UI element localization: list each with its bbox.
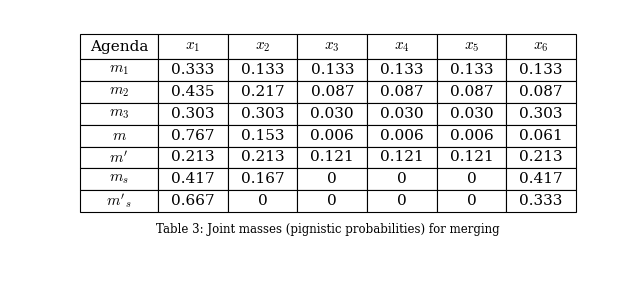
Text: Table 3: Joint masses (pignistic probabilities) for merging: Table 3: Joint masses (pignistic probabi… <box>156 223 500 236</box>
